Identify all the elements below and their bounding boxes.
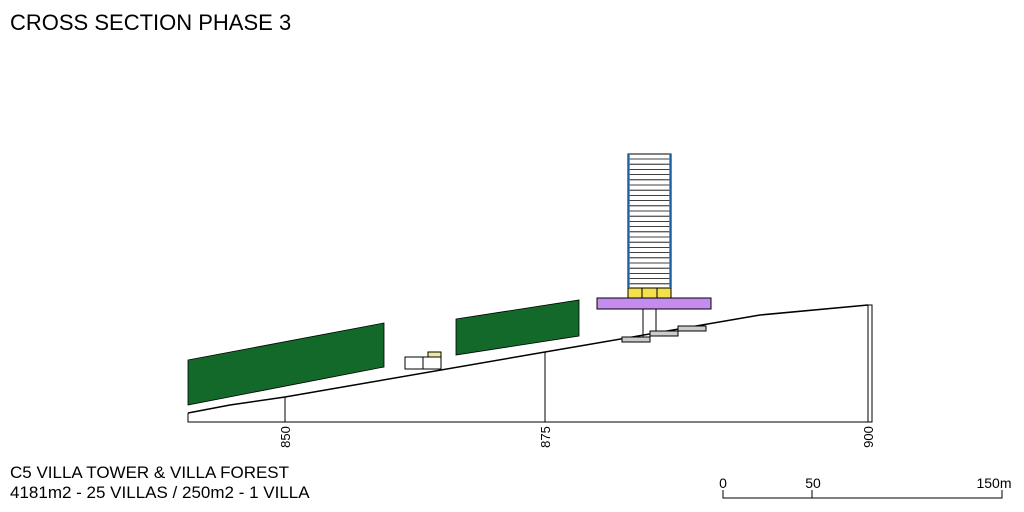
caption-line: 4181m2 - 25 VILLAS / 250m2 - 1 VILLA xyxy=(10,483,310,502)
villa-forest-block xyxy=(455,299,580,356)
section-frame xyxy=(187,304,873,423)
terrain xyxy=(187,304,873,423)
villa-roof xyxy=(427,351,442,358)
podium xyxy=(596,297,712,310)
scale-label: 0 xyxy=(719,475,727,491)
floors xyxy=(628,154,671,288)
lobby xyxy=(627,287,672,299)
scale-line xyxy=(722,490,1003,499)
scale-bar: 0 50 150m xyxy=(719,475,1012,499)
villa-forest-block xyxy=(187,322,385,406)
title: CROSS SECTION PHASE 3 xyxy=(10,10,291,35)
tower xyxy=(596,153,712,343)
scale-label: 150m xyxy=(976,475,1011,491)
small-villa xyxy=(404,351,442,370)
elevation-label: 850 xyxy=(278,426,293,448)
elevation-label: 875 xyxy=(538,426,553,448)
step-villa xyxy=(649,330,679,337)
step-villa xyxy=(621,336,651,343)
step-villa xyxy=(677,325,707,332)
elevation-label: 900 xyxy=(861,426,876,448)
scale-label: 50 xyxy=(805,475,821,491)
ground-line xyxy=(187,304,869,414)
elevations: 850 875 900 xyxy=(278,426,876,448)
caption-line: C5 VILLA TOWER & VILLA FOREST xyxy=(10,463,289,482)
